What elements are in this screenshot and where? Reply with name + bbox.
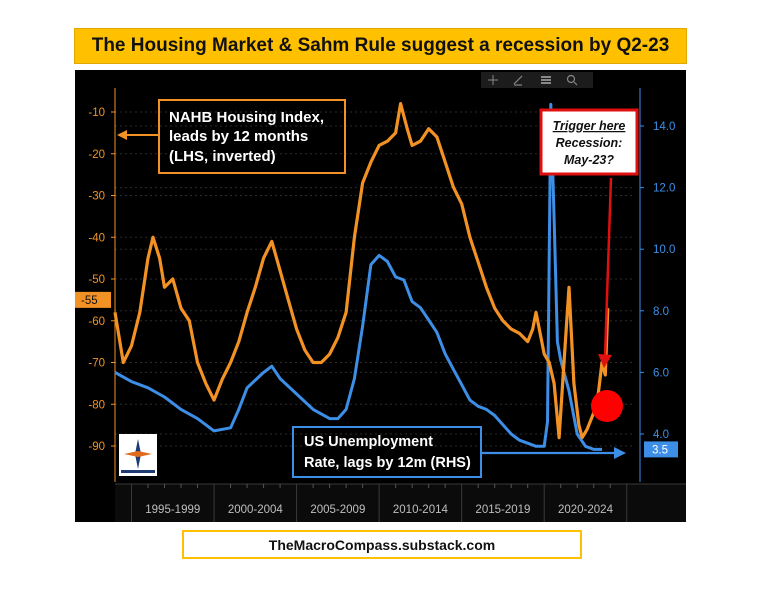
- x-axis-tick-label: 2020-2024: [558, 504, 614, 516]
- unemployment-arrow: [481, 447, 626, 459]
- unemployment-annotation-line-1: US Unemployment: [304, 434, 433, 450]
- nahb-annotation-line-2: leads by 12 months: [169, 128, 308, 145]
- x-axis-tick-label: 2010-2014: [393, 504, 449, 516]
- left-current-value-tag: [75, 291, 111, 308]
- left-axis-tick-label: -90: [88, 441, 105, 453]
- left-axis-tick-label: -80: [88, 399, 105, 411]
- toolbar-background: [481, 72, 593, 88]
- right-axis-tick-label: 4.0: [653, 429, 669, 441]
- right-axis-tick-label: 14.0: [653, 121, 675, 133]
- x-axis-tick-label: 2005-2009: [310, 504, 365, 516]
- nahb-arrow: [117, 130, 159, 140]
- nahb-annotation-line-1: NAHB Housing Index,: [169, 109, 324, 126]
- trigger-arrow: [598, 177, 613, 368]
- left-axis-tick-label: -30: [88, 191, 105, 203]
- compass-logo-cross: [124, 451, 152, 457]
- compass-logo: [119, 434, 157, 476]
- nahb-annotation-border: [158, 99, 346, 174]
- left-axis-tick-label: -70: [88, 358, 105, 370]
- left-axis-tick-label: -40: [88, 232, 105, 244]
- left-current-value-label: -55: [81, 295, 98, 307]
- nahb-annotation-box: NAHB Housing Index, leads by 12 months (…: [158, 99, 346, 174]
- x-axis-tick-label: 2000-2004: [228, 504, 284, 516]
- right-axis-tick-label: 12.0: [653, 183, 675, 195]
- trigger-annotation-line-3: May-23?: [564, 153, 614, 167]
- chart-panel: -10 -20 -30 -40 -50 -60 -70 -80 -90 4.0 6.0 8.0 10.0…: [75, 70, 686, 522]
- left-axis-tick-label: -20: [88, 149, 105, 161]
- left-axis-tick-label: -50: [88, 274, 105, 286]
- footer-source-box: TheMacroCompass.substack.com: [182, 530, 582, 559]
- unemployment-annotation-box: US Unemployment Rate, lags by 12m (RHS): [292, 426, 482, 478]
- toolbar: [481, 72, 593, 88]
- trigger-annotation-line-1: Trigger here: [553, 119, 626, 133]
- axis-layer: -10 -20 -30 -40 -50 -60 -70 -80 -90 4.0 6.0 8.0 10.0…: [88, 88, 686, 522]
- legend-list-icon[interactable]: [541, 76, 551, 84]
- right-current-value-label: 3.5: [652, 444, 668, 456]
- nahb-annotation-line-3: (LHS, inverted): [169, 148, 276, 165]
- footer-source: TheMacroCompass.substack.com: [268, 536, 496, 553]
- current-value-tags: -55 3.5: [75, 291, 678, 458]
- x-axis-band: [115, 484, 686, 522]
- trigger-marker: [591, 390, 623, 422]
- left-axis-tick-label: -10: [88, 107, 105, 119]
- series-line-us-unemployment: [114, 102, 602, 451]
- chart-title-banner: The Housing Market & Sahm Rule suggest a…: [74, 28, 687, 64]
- pencil-icon[interactable]: [513, 75, 523, 86]
- trigger-annotation-box: Trigger here Recession: May-23?: [539, 108, 639, 176]
- trigger-annotation-border: [539, 108, 639, 176]
- crosshair-icon[interactable]: [488, 75, 498, 85]
- left-axis-tick-label: -60: [88, 316, 105, 328]
- right-current-value-tag: [644, 441, 678, 458]
- compass-logo-wordmark: [121, 470, 155, 473]
- unemployment-annotation-line-2: Rate, lags by 12m (RHS): [304, 455, 471, 471]
- right-axis-tick-label: 8.0: [653, 306, 669, 318]
- x-axis-tick-label: 2015-2019: [475, 504, 530, 516]
- chart-title: The Housing Market & Sahm Rule suggest a…: [91, 35, 670, 56]
- right-axis-tick-label: 10.0: [653, 244, 675, 256]
- right-axis-tick-label: 6.0: [653, 367, 669, 379]
- zoom-icon[interactable]: [566, 74, 578, 86]
- trigger-annotation-line-2: Recession:: [556, 136, 623, 150]
- chart-svg: -10 -20 -30 -40 -50 -60 -70 -80 -90 4.0 6.0 8.0 10.0…: [75, 72, 686, 522]
- x-axis-tick-label: 1995-1999: [145, 504, 200, 516]
- series-line-nahb-housing-index: [113, 101, 610, 440]
